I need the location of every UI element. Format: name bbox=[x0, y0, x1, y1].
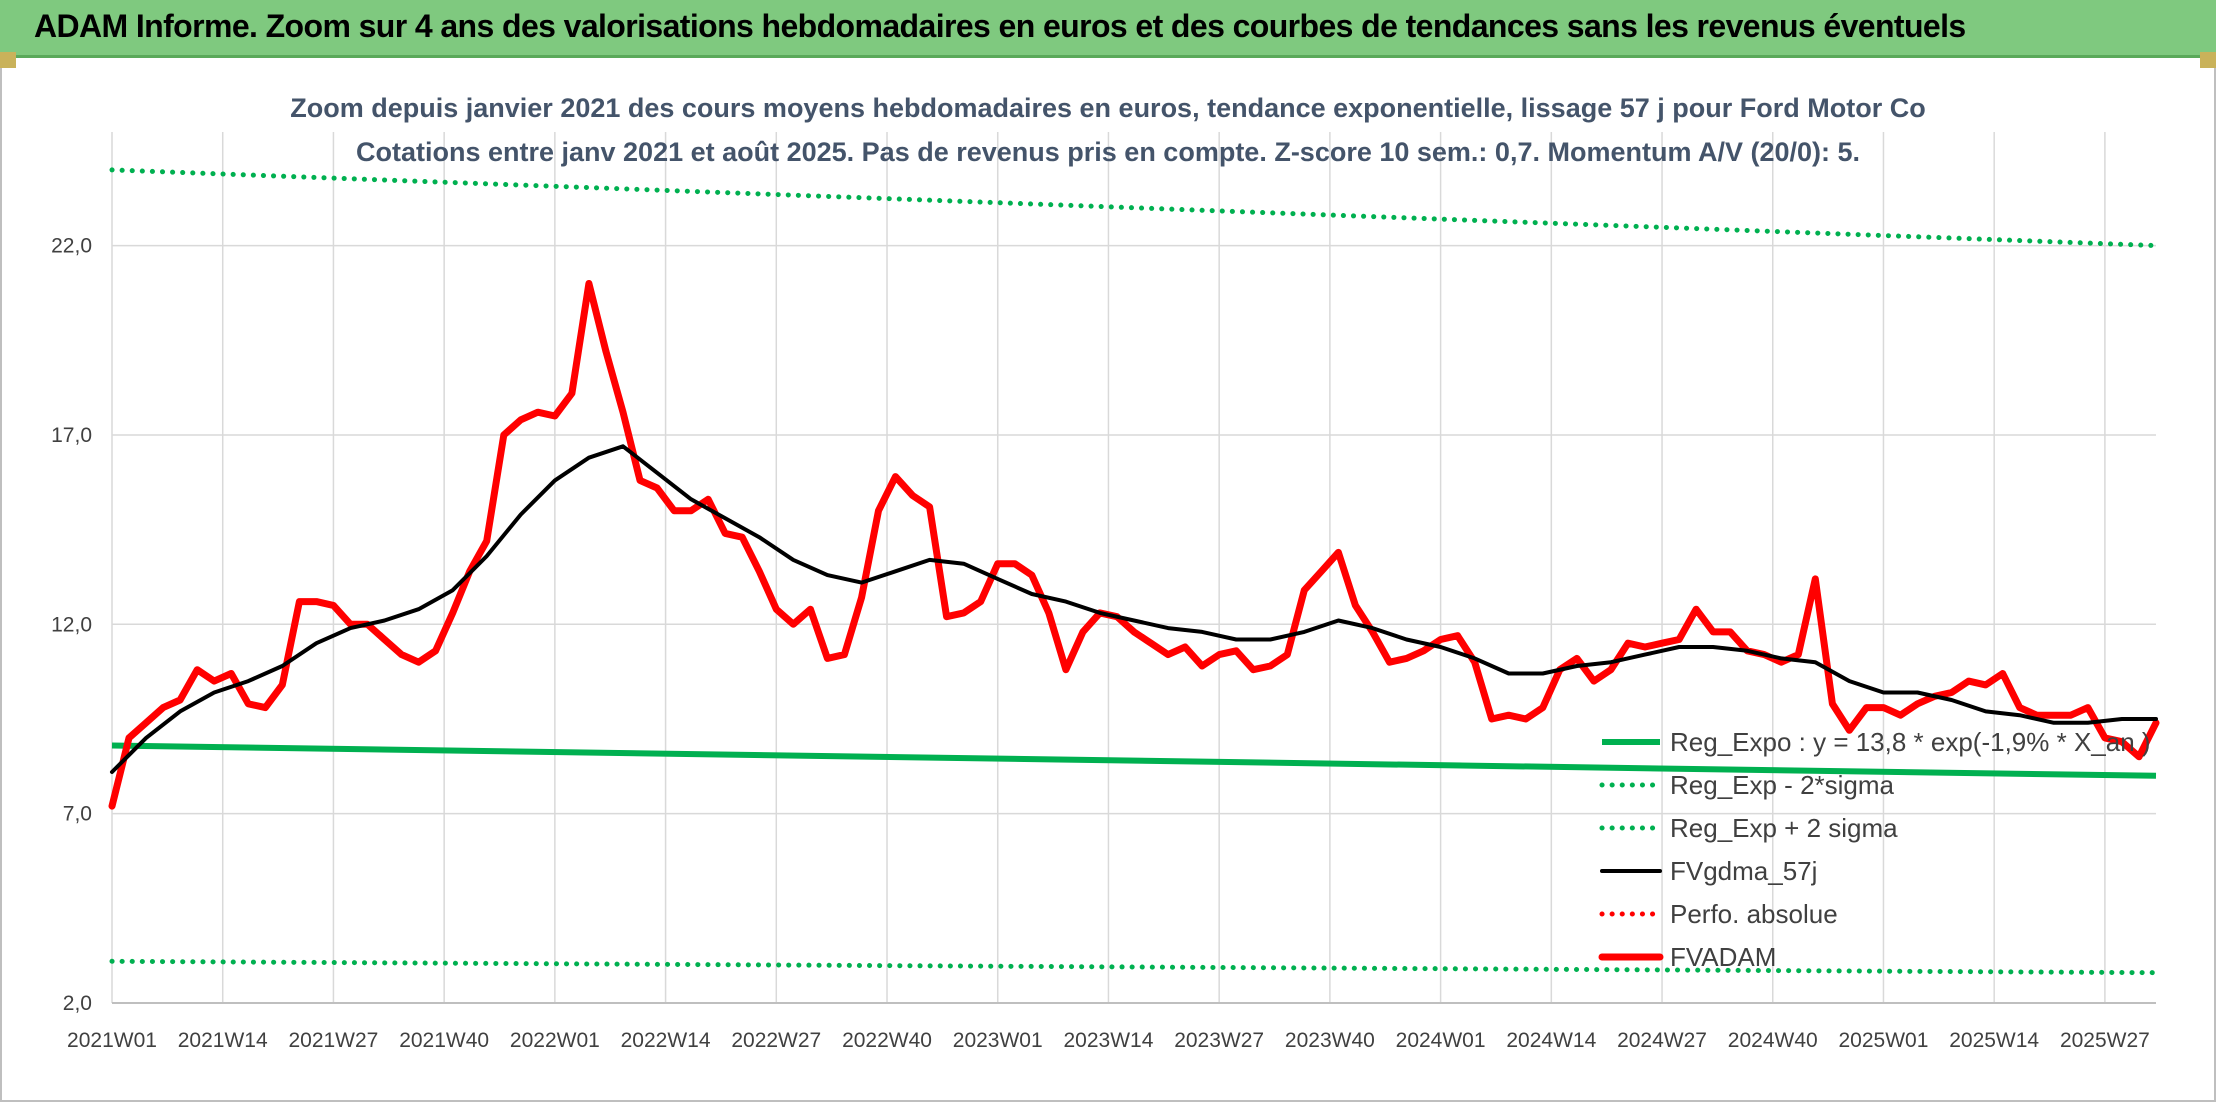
x-tick-label: 2021W01 bbox=[67, 1029, 157, 1052]
x-tick-label: 2022W01 bbox=[510, 1029, 600, 1052]
x-tick-label: 2021W14 bbox=[178, 1029, 268, 1052]
x-tick-label: 2025W27 bbox=[2060, 1029, 2150, 1052]
x-tick-label: 2025W14 bbox=[1949, 1029, 2039, 1052]
x-tick-label: 2021W40 bbox=[399, 1029, 489, 1052]
legend-label: FVgdma_57j bbox=[1670, 856, 1817, 886]
x-tick-label: 2024W40 bbox=[1728, 1029, 1818, 1052]
corner-marker-right bbox=[2200, 52, 2216, 68]
x-tick-label: 2021W27 bbox=[288, 1029, 378, 1052]
legend-label: Reg_Exp - 2*sigma bbox=[1670, 770, 1895, 800]
x-tick-label: 2022W14 bbox=[621, 1029, 711, 1052]
series-line-1 bbox=[109, 958, 2159, 976]
legend-label: Reg_Expo : y = 13,8 * exp(-1,9% * X_an ) bbox=[1670, 727, 2151, 757]
corner-marker-left bbox=[0, 52, 16, 68]
x-tick-label: 2023W40 bbox=[1285, 1029, 1375, 1052]
grid-lines bbox=[111, 132, 2156, 1004]
series-line-5 bbox=[108, 280, 2160, 810]
y-tick-label: 2,0 bbox=[63, 992, 92, 1015]
legend: Reg_Expo : y = 13,8 * exp(-1,9% * X_an )… bbox=[1598, 727, 2151, 972]
y-tick-label: 12,0 bbox=[51, 613, 92, 636]
x-tick-label: 2024W27 bbox=[1617, 1029, 1707, 1052]
series-lines bbox=[108, 167, 2160, 976]
legend-label: Perfo. absolue bbox=[1670, 899, 1838, 929]
x-tick-label: 2024W14 bbox=[1506, 1029, 1596, 1052]
legend-label: FVADAM bbox=[1670, 942, 1776, 972]
series-line-3 bbox=[110, 444, 2158, 774]
y-tick-label: 17,0 bbox=[51, 424, 92, 447]
report-banner: ADAM Informe. Zoom sur 4 ans des valoris… bbox=[0, 0, 2216, 58]
x-tick-label: 2022W40 bbox=[842, 1029, 932, 1052]
chart-title: Zoom depuis janvier 2021 des cours moyen… bbox=[290, 93, 1925, 123]
series-line-0 bbox=[111, 742, 2157, 779]
y-tick-label: 22,0 bbox=[51, 235, 92, 258]
x-tick-label: 2023W01 bbox=[953, 1029, 1043, 1052]
x-tick-label: 2023W14 bbox=[1063, 1029, 1153, 1052]
x-axis-ticks: 2021W01 2021W14 2021W27 2021W40 2022W01 2022W… bbox=[67, 1029, 2150, 1052]
x-tick-label: 2022W27 bbox=[731, 1029, 821, 1052]
x-tick-label: 2023W27 bbox=[1174, 1029, 1264, 1052]
y-tick-label: 7,0 bbox=[63, 803, 92, 826]
x-tick-label: 2025W01 bbox=[1839, 1029, 1929, 1052]
series-line-2 bbox=[109, 167, 2159, 249]
legend-label: Reg_Exp + 2 sigma bbox=[1670, 813, 1898, 843]
chart-subtitle: Cotations entre janv 2021 et août 2025. … bbox=[356, 137, 1860, 167]
y-axis-ticks: 2,0 7,0 12,0 17,0 22,0 bbox=[51, 235, 92, 1015]
report-title: ADAM Informe. Zoom sur 4 ans des valoris… bbox=[34, 8, 1966, 44]
x-tick-label: 2024W01 bbox=[1396, 1029, 1486, 1052]
